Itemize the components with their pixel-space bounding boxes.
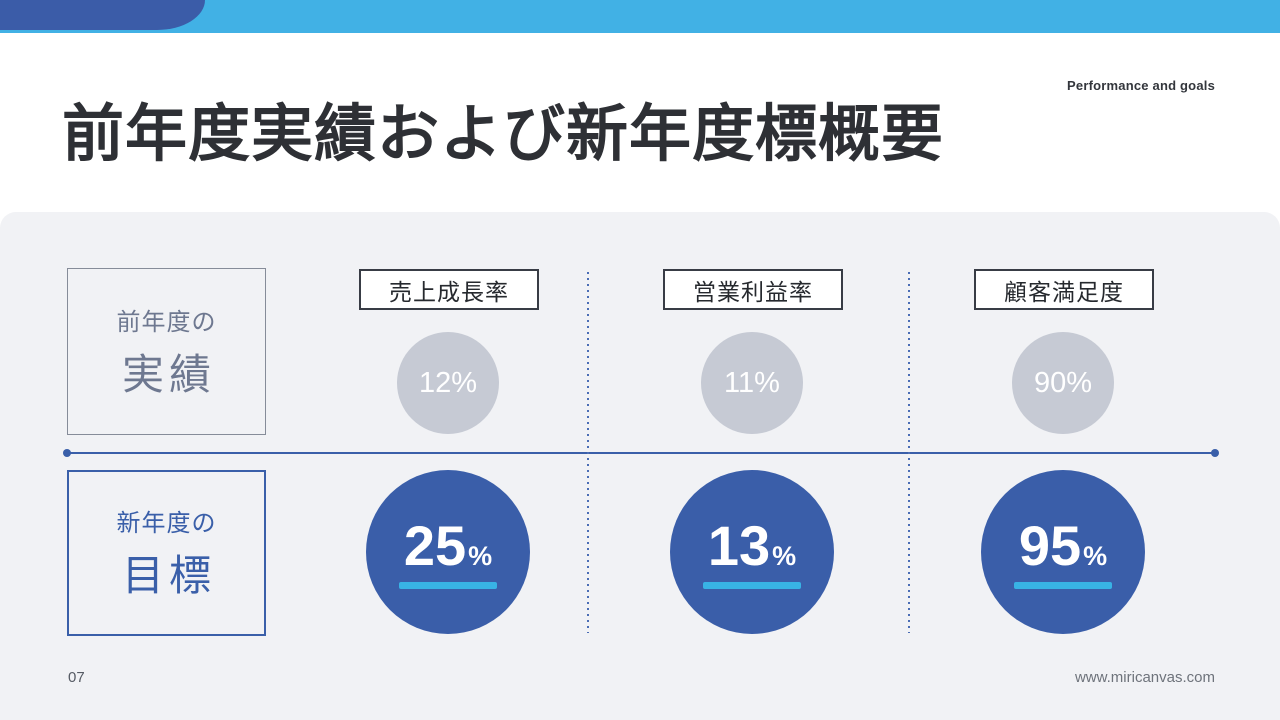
top-accent-bar — [0, 0, 1280, 33]
previous-year-sub-label: 前年度の — [116, 308, 217, 336]
page-title: 前年度実績および新年度標概要 — [62, 100, 945, 169]
target-number: 25 — [403, 513, 467, 577]
page-number: 07 — [68, 669, 85, 686]
target-underline — [703, 581, 801, 589]
eyebrow-label: Performance and goals — [1067, 78, 1215, 93]
previous-value-sales-growth: 12% — [397, 332, 499, 434]
target-number: 13 — [707, 513, 771, 577]
target-circle-sales-growth: 25 % — [366, 470, 530, 634]
target-value: 95 % — [1018, 513, 1108, 577]
goal-year-box: 新年度の 目標 — [67, 470, 266, 636]
target-unit: % — [772, 540, 797, 571]
previous-value-operating-profit: 11% — [701, 332, 803, 434]
target-value: 25 % — [403, 513, 493, 577]
previous-value-customer-satisfaction: 90% — [1012, 332, 1114, 434]
previous-year-main-label: 実績 — [121, 350, 216, 398]
target-unit: % — [1083, 540, 1108, 571]
previous-year-box: 前年度の 実績 — [67, 268, 266, 435]
target-underline — [1014, 581, 1112, 589]
goal-year-main-label: 目標 — [121, 552, 216, 599]
top-accent-pill — [0, 0, 205, 30]
column-separator-2 — [908, 272, 910, 633]
target-circle-operating-profit: 13 % — [670, 470, 834, 634]
column-separator-1 — [587, 272, 589, 633]
website-url: www.miricanvas.com — [1074, 669, 1215, 686]
metric-label-sales-growth: 売上成長率 — [359, 269, 539, 310]
row-divider-line — [67, 452, 1215, 454]
metric-label-customer-satisfaction: 顧客満足度 — [974, 269, 1154, 310]
divider-dot-left — [63, 449, 71, 457]
target-unit: % — [468, 540, 493, 571]
metric-label-operating-profit: 営業利益率 — [663, 269, 843, 310]
goal-year-sub-label: 新年度の — [116, 510, 217, 537]
target-number: 95 — [1018, 513, 1082, 577]
target-value: 13 % — [707, 513, 797, 577]
target-underline — [399, 581, 497, 589]
divider-dot-right — [1211, 449, 1219, 457]
target-circle-customer-satisfaction: 95 % — [981, 470, 1145, 634]
